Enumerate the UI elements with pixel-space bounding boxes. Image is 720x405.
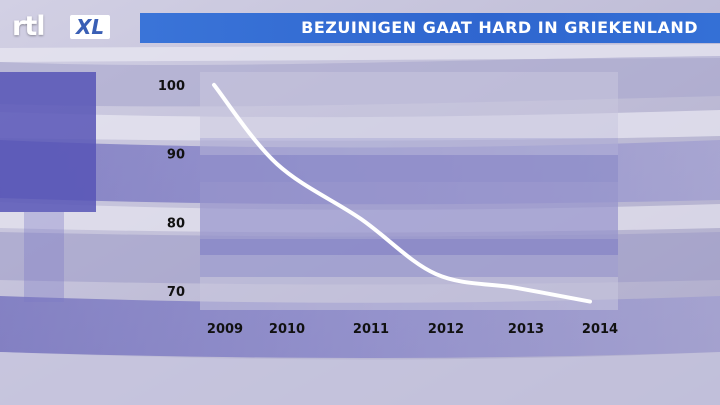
x-tick-label: 2012 [428, 322, 464, 337]
y-tick-label: 80 [167, 216, 185, 231]
x-axis-ticks: 2009 2010 2011 2012 2013 2014 [207, 322, 618, 337]
y-tick-label: 100 [158, 79, 185, 94]
title-bar: BEZUINIGEN GAAT HARD IN GRIEKENLAND [140, 13, 720, 43]
plot-band-0 [200, 155, 618, 255]
x-tick-label: 2011 [353, 322, 389, 337]
x-tick-label: 2014 [582, 322, 618, 337]
plot-area [200, 72, 618, 310]
logo-badge: XL [70, 15, 111, 39]
x-tick-label: 2010 [269, 322, 305, 337]
plot-bands [200, 138, 618, 277]
chart-title: BEZUINIGEN GAAT HARD IN GRIEKENLAND [301, 18, 698, 37]
y-axis-ticks: 70 80 90 100 [158, 79, 185, 300]
y-tick-label: 90 [167, 148, 185, 163]
rtl-xl-logo: rtl XL [12, 10, 124, 44]
x-tick-label: 2013 [508, 322, 544, 337]
plot-band-1 [200, 138, 618, 182]
logo-text: rtl [12, 11, 45, 42]
series-line [212, 82, 592, 304]
x-tick-label: 2009 [207, 322, 243, 337]
y-tick-label: 70 [167, 285, 185, 300]
